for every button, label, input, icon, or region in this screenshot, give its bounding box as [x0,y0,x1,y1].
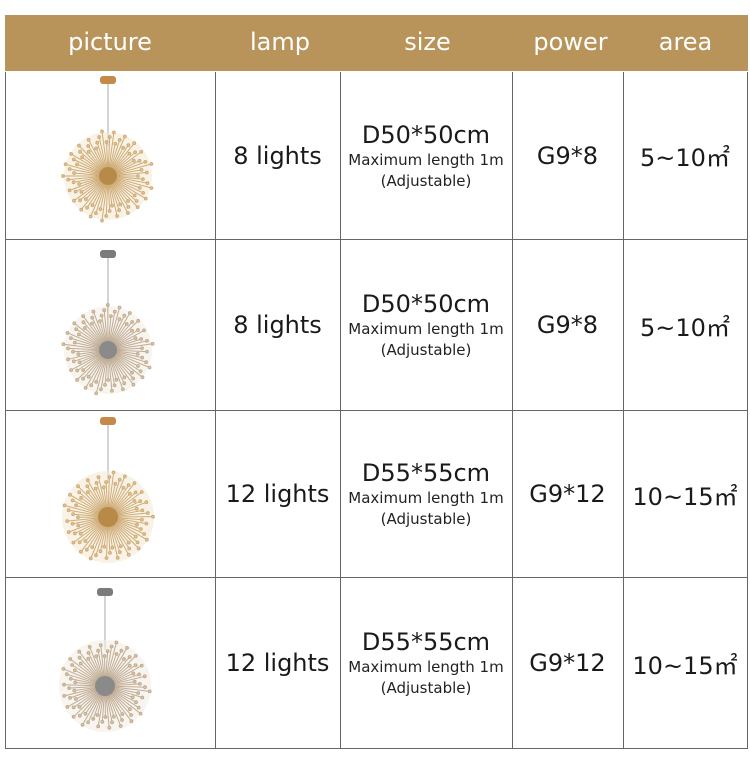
header-power: power [533,28,608,56]
header-area: area [658,28,713,56]
header-size: size [404,28,451,56]
chandelier-gold-icon [58,76,158,235]
lamp-count: 12 lights [225,480,330,508]
chandelier-chrome-icon [55,588,155,747]
chandelier-chrome-icon [58,250,158,409]
size-length: Maximum length 1m [348,658,504,676]
size-adjustable: (Adjustable) [380,341,472,359]
header-lamp: lamp [250,28,310,56]
table-row: 8 lights D50*50cm Maximum length 1m (Adj… [0,240,750,410]
size-dimension: D50*50cm [361,290,491,318]
size-length: Maximum length 1m [348,150,504,169]
area-value: 10~15㎡ [632,482,738,511]
size-adjustable: (Adjustable) [380,679,472,697]
area-value: 5~10㎡ [640,313,730,342]
grid-line [5,410,748,411]
size-dimension: D55*55cm [361,628,491,656]
lamp-count: 8 lights [233,141,322,170]
table-row: 8 lights D50*50cm Maximum length 1m (Adj… [0,72,750,239]
power-value: G9*8 [536,141,599,170]
chandelier-gold-icon [58,417,158,576]
size-length: Maximum length 1m [348,320,504,338]
size-dimension: D50*50cm [361,120,491,149]
area-value: 10~15㎡ [632,651,738,680]
size-adjustable: (Adjustable) [380,171,472,190]
grid-line [5,748,748,749]
power-value: G9*12 [529,649,606,677]
table-row: 12 lights D55*55cm Maximum length 1m (Ad… [0,411,750,577]
header-picture: picture [68,28,152,56]
table-row: 12 lights D55*55cm Maximum length 1m (Ad… [0,578,750,748]
table-header: picture lamp size power area [5,15,748,71]
area-value: 5~10㎡ [640,144,730,172]
power-value: G9*12 [529,480,606,508]
power-value: G9*8 [536,311,599,339]
lamp-count: 8 lights [233,311,322,339]
lamp-count: 12 lights [225,649,330,677]
size-dimension: D55*55cm [361,459,491,487]
grid-line [5,577,748,578]
size-adjustable: (Adjustable) [380,510,472,528]
grid-line [5,239,748,240]
size-length: Maximum length 1m [348,489,504,507]
